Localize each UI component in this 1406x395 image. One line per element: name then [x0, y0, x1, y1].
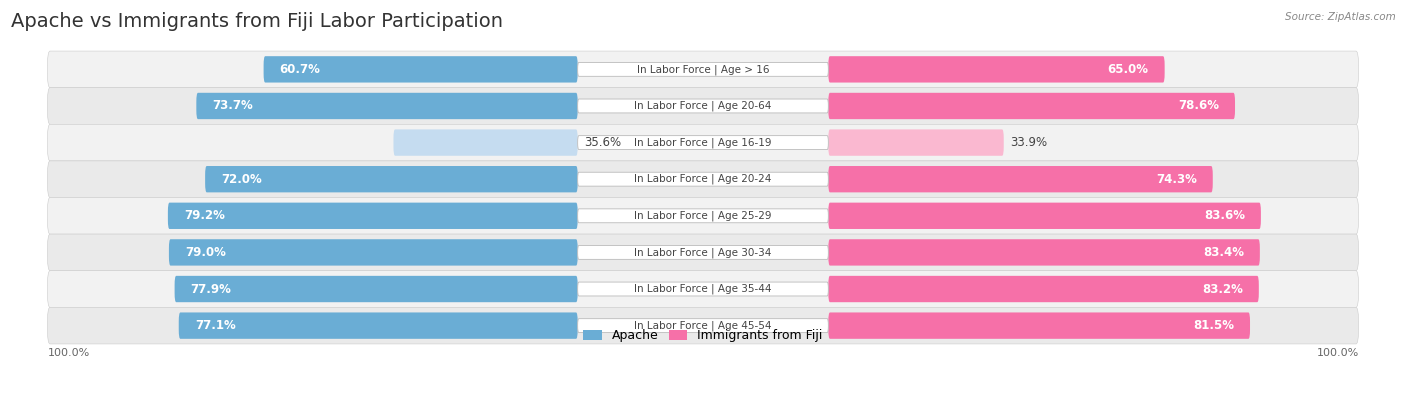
FancyBboxPatch shape — [578, 209, 828, 223]
FancyBboxPatch shape — [828, 166, 1213, 192]
Text: 74.3%: 74.3% — [1156, 173, 1197, 186]
Text: 33.9%: 33.9% — [1010, 136, 1047, 149]
FancyBboxPatch shape — [48, 307, 1358, 344]
Text: 77.9%: 77.9% — [191, 282, 232, 295]
Text: In Labor Force | Age 20-64: In Labor Force | Age 20-64 — [634, 101, 772, 111]
FancyBboxPatch shape — [578, 245, 828, 260]
Text: 65.0%: 65.0% — [1108, 63, 1149, 76]
Text: Apache vs Immigrants from Fiji Labor Participation: Apache vs Immigrants from Fiji Labor Par… — [11, 12, 503, 31]
FancyBboxPatch shape — [828, 130, 1004, 156]
FancyBboxPatch shape — [578, 282, 828, 296]
FancyBboxPatch shape — [578, 319, 828, 333]
FancyBboxPatch shape — [48, 198, 1358, 234]
FancyBboxPatch shape — [179, 312, 578, 339]
FancyBboxPatch shape — [828, 312, 1250, 339]
FancyBboxPatch shape — [174, 276, 578, 302]
FancyBboxPatch shape — [263, 56, 578, 83]
FancyBboxPatch shape — [205, 166, 578, 192]
Text: In Labor Force | Age 30-34: In Labor Force | Age 30-34 — [634, 247, 772, 258]
Text: 83.2%: 83.2% — [1202, 282, 1243, 295]
FancyBboxPatch shape — [48, 124, 1358, 161]
Text: 83.4%: 83.4% — [1202, 246, 1244, 259]
Text: In Labor Force | Age 16-19: In Labor Force | Age 16-19 — [634, 137, 772, 148]
FancyBboxPatch shape — [167, 203, 578, 229]
FancyBboxPatch shape — [48, 51, 1358, 88]
Text: 100.0%: 100.0% — [1316, 348, 1358, 358]
Text: In Labor Force | Age 25-29: In Labor Force | Age 25-29 — [634, 211, 772, 221]
Text: In Labor Force | Age 20-24: In Labor Force | Age 20-24 — [634, 174, 772, 184]
FancyBboxPatch shape — [394, 130, 578, 156]
FancyBboxPatch shape — [48, 271, 1358, 307]
Text: 78.6%: 78.6% — [1178, 100, 1219, 113]
FancyBboxPatch shape — [48, 161, 1358, 198]
Text: 35.6%: 35.6% — [583, 136, 621, 149]
Text: 73.7%: 73.7% — [212, 100, 253, 113]
FancyBboxPatch shape — [48, 88, 1358, 124]
Text: 81.5%: 81.5% — [1192, 319, 1234, 332]
Text: 60.7%: 60.7% — [280, 63, 321, 76]
FancyBboxPatch shape — [828, 56, 1164, 83]
Text: Source: ZipAtlas.com: Source: ZipAtlas.com — [1285, 12, 1396, 22]
FancyBboxPatch shape — [578, 62, 828, 76]
Text: 72.0%: 72.0% — [221, 173, 262, 186]
Text: 77.1%: 77.1% — [195, 319, 236, 332]
Text: 83.6%: 83.6% — [1204, 209, 1244, 222]
Text: In Labor Force | Age 45-54: In Labor Force | Age 45-54 — [634, 320, 772, 331]
Text: 79.2%: 79.2% — [184, 209, 225, 222]
FancyBboxPatch shape — [578, 99, 828, 113]
Text: In Labor Force | Age > 16: In Labor Force | Age > 16 — [637, 64, 769, 75]
Text: In Labor Force | Age 35-44: In Labor Force | Age 35-44 — [634, 284, 772, 294]
FancyBboxPatch shape — [169, 239, 578, 265]
Text: 100.0%: 100.0% — [48, 348, 90, 358]
FancyBboxPatch shape — [578, 172, 828, 186]
FancyBboxPatch shape — [828, 203, 1261, 229]
FancyBboxPatch shape — [828, 93, 1234, 119]
FancyBboxPatch shape — [828, 276, 1258, 302]
FancyBboxPatch shape — [48, 234, 1358, 271]
FancyBboxPatch shape — [578, 135, 828, 150]
Legend: Apache, Immigrants from Fiji: Apache, Immigrants from Fiji — [578, 324, 828, 347]
FancyBboxPatch shape — [197, 93, 578, 119]
Text: 79.0%: 79.0% — [186, 246, 226, 259]
FancyBboxPatch shape — [828, 239, 1260, 265]
